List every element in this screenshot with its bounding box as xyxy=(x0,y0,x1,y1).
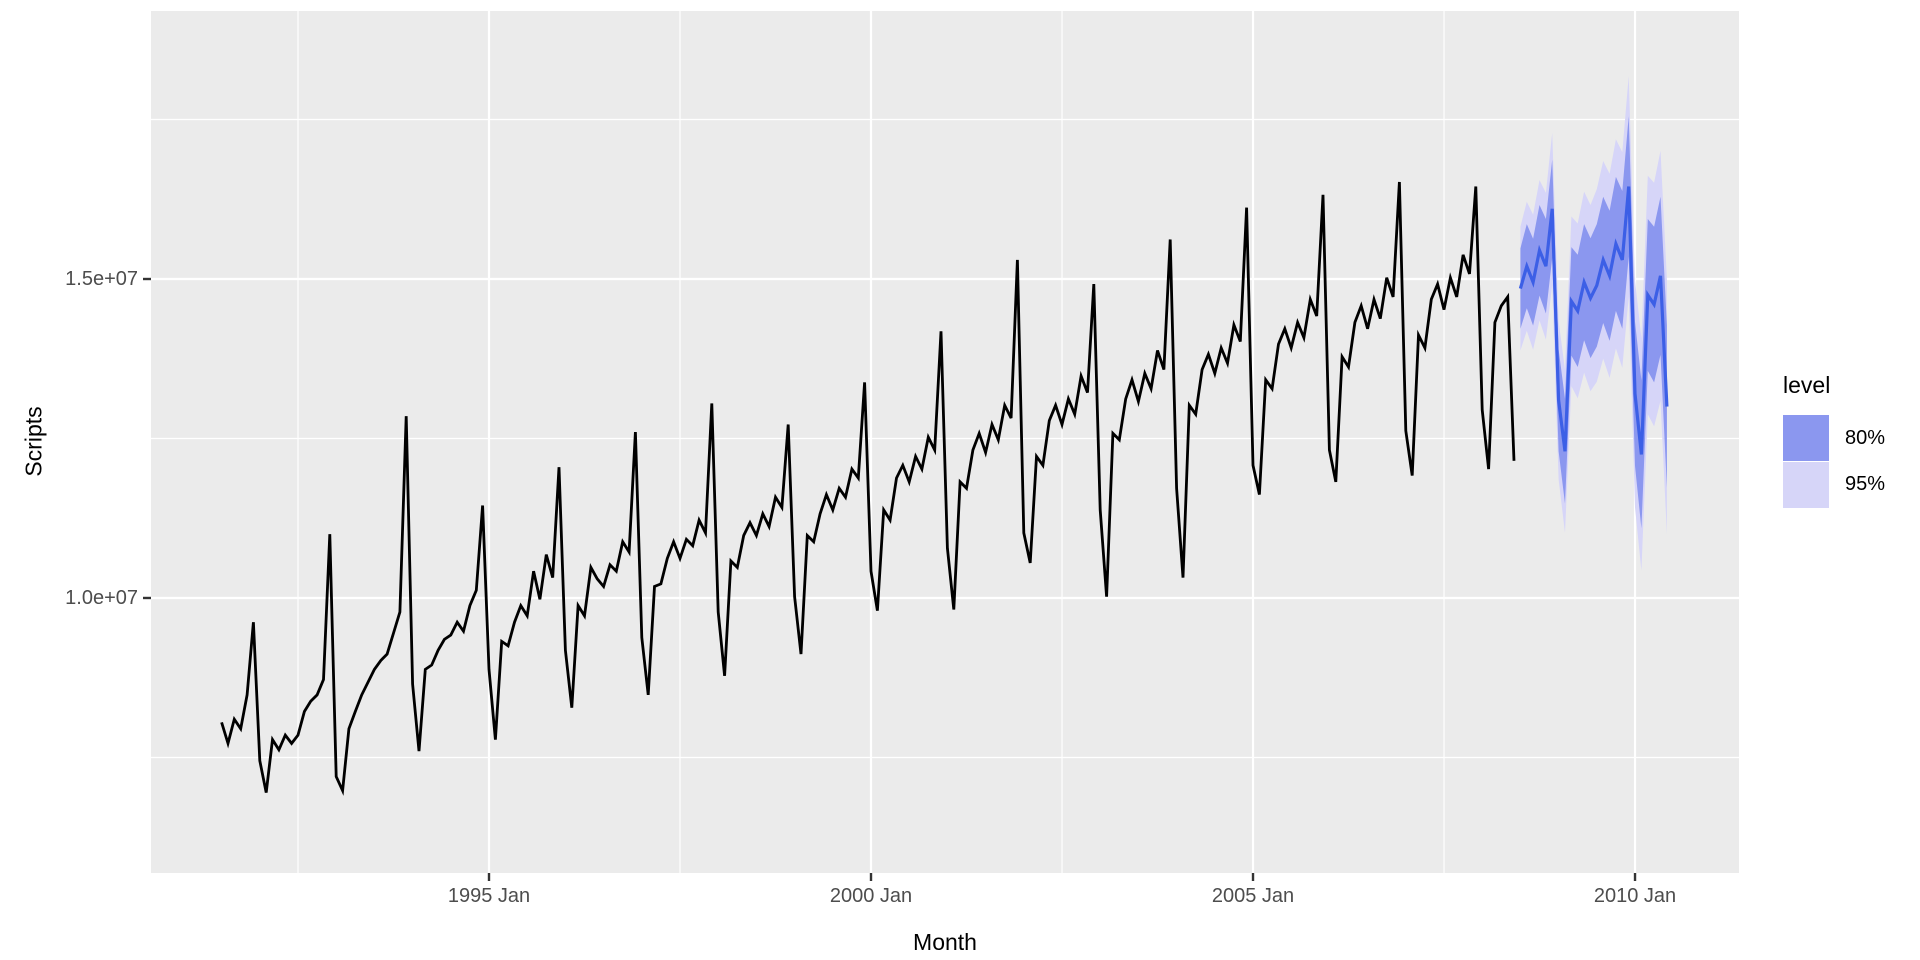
legend-label-80: 80% xyxy=(1845,426,1886,449)
legend-entry-80: 80% xyxy=(1783,415,1885,462)
x-tick-label-2010: 2010 Jan xyxy=(1593,885,1677,907)
legend-label-95: 95% xyxy=(1845,473,1886,496)
legend: level 80% 95% xyxy=(1783,372,1885,508)
x-tick-label-2000: 2000 Jan xyxy=(829,885,913,907)
y-tick-label-1.0e7: 1.0e+07 xyxy=(65,587,138,609)
legend-entry-95: 95% xyxy=(1783,461,1886,509)
legend-swatch xyxy=(1783,461,1829,508)
historical-series-line xyxy=(220,181,1516,796)
x-axis-title: Month xyxy=(913,929,977,955)
x-tick-label-2005: 2005 Jan xyxy=(1211,885,1295,907)
x-tick-label-1995: 1995 Jan xyxy=(447,885,531,907)
y-axis-title: Scripts xyxy=(20,406,47,477)
forecast-mean-line xyxy=(1518,186,1669,455)
legend-swatch xyxy=(1783,415,1829,462)
y-tick-label-1.5e7: 1.5e+07 xyxy=(65,268,138,290)
legend-title: level xyxy=(1783,372,1831,398)
